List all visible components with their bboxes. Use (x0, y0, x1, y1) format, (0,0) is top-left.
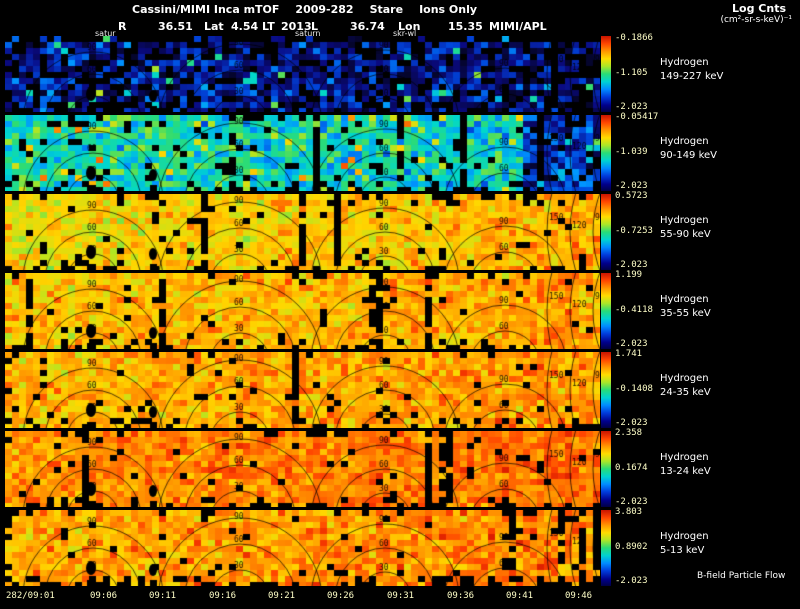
species-label-block: Hydrogen 24-35 keV (660, 372, 711, 400)
colorbar (601, 115, 611, 191)
spectrogram-heatmap (5, 36, 600, 112)
spectrogram-panel: 0.5723 -0.7253 -2.023 Hydrogen 55-90 keV (0, 191, 800, 270)
spectrogram-panel: 1.199 -0.4118 -2.023 Hydrogen 35-55 keV (0, 270, 800, 349)
colorbar-max-label: 1.199 (615, 270, 643, 280)
colorbar-mid-label: -1.105 (615, 68, 648, 78)
eph-lat-value: 4.54 (231, 20, 259, 33)
colorbar-mid-label: 0.1674 (615, 463, 648, 473)
colorbar (601, 273, 611, 349)
title-date: 2009-282 (295, 3, 354, 16)
colorbar-title: Log Cnts (732, 2, 786, 15)
colorbar-min-label: -2.023 (615, 339, 648, 349)
spectrogram-panel: -0.05417 -1.039 -2.023 Hydrogen 90-149 k… (0, 112, 800, 191)
eph-lon-label: Lon (398, 20, 421, 33)
eph-l-label: L (311, 20, 319, 33)
time-tick: 09:21 (268, 591, 296, 601)
colorbar-units: (cm²-sr-s-keV)⁻¹ (720, 15, 792, 25)
colorbar-mid-label: -0.1408 (615, 384, 653, 394)
species-label-block: Hydrogen 13-24 keV (660, 451, 711, 479)
time-tick: 09:31 (387, 591, 415, 601)
species-name: Hydrogen (660, 215, 709, 226)
species-label-block: Hydrogen 149-227 keV (660, 56, 723, 84)
species-name: Hydrogen (660, 136, 709, 147)
energy-range: 55-90 keV (660, 229, 711, 240)
spectrogram-panel: 3.803 0.8902 -2.023 Hydrogen 5-13 keV (0, 507, 800, 586)
colorbar-min-label: -2.023 (615, 102, 648, 112)
eph-lon-value: 15.35 (448, 20, 483, 33)
bfield-flow-note: B-field Particle Flow (697, 571, 786, 581)
spectrogram-heatmap (5, 352, 600, 428)
time-tick: 09:46 (565, 591, 593, 601)
species-name: Hydrogen (660, 452, 709, 463)
time-tick: 09:36 (447, 591, 475, 601)
species-label-block: Hydrogen 55-90 keV (660, 214, 711, 242)
eph-r-value: 36.51 (158, 20, 193, 33)
colorbar-max-label: 0.5723 (615, 191, 648, 201)
eph-r-label: R (118, 20, 127, 33)
energy-range: 35-55 keV (660, 308, 711, 319)
species-name: Hydrogen (660, 373, 709, 384)
colorbar (601, 352, 611, 428)
colorbar (601, 431, 611, 507)
colorbar (601, 36, 611, 112)
colorbar-min-label: -2.023 (615, 260, 648, 270)
spectrogram-heatmap (5, 431, 600, 507)
species-name: Hydrogen (660, 294, 709, 305)
species-name: Hydrogen (660, 531, 709, 542)
spectrogram-heatmap (5, 510, 600, 586)
time-tick: 09:11 (149, 591, 177, 601)
colorbar-max-label: -0.05417 (615, 112, 659, 122)
title-mode: Stare (369, 3, 404, 16)
time-tick: 09:16 (209, 591, 237, 601)
species-label-block: Hydrogen 5-13 keV (660, 530, 709, 558)
title-instrument: Cassini/MIMI Inca mTOF (132, 3, 280, 16)
colorbar-max-label: 1.741 (615, 349, 643, 359)
eph-lt-label: LT (262, 20, 275, 33)
colorbar-max-label: -0.1866 (615, 33, 653, 43)
colorbar-mid-label: 0.8902 (615, 542, 648, 552)
time-axis: 282/09:01 09:06 09:11 09:16 09:21 09:26 … (0, 591, 800, 605)
credit-label: MIMI/APL (489, 20, 547, 33)
colorbar (601, 510, 611, 586)
colorbar-mid-label: -1.039 (615, 147, 648, 157)
title-filter: Ions Only (419, 3, 478, 16)
colorbar-min-label: -2.023 (615, 576, 648, 586)
annotation-skr: skr-wl (393, 29, 417, 38)
colorbar-min-label: -2.023 (615, 181, 648, 191)
colorbar-mid-label: -0.4118 (615, 305, 653, 315)
time-tick: 282/09:01 (6, 591, 55, 601)
colorbar-max-label: 2.358 (615, 428, 643, 438)
energy-range: 24-35 keV (660, 387, 711, 398)
colorbar (601, 194, 611, 270)
eph-lat-label: Lat (204, 20, 224, 33)
ephemeris-line: R 36.51 Lat 4.54 LT 2013 L 36.74 Lon 15.… (0, 20, 800, 33)
time-tick: 09:26 (327, 591, 355, 601)
eph-l-value: 36.74 (350, 20, 385, 33)
annotation-satur: satur (95, 29, 116, 38)
page-title: Cassini/MIMI Inca mTOF 2009-282 Stare Ions … (132, 3, 493, 16)
energy-range: 149-227 keV (660, 71, 724, 82)
colorbar-max-label: 3.803 (615, 507, 643, 517)
spectrogram-panel: 1.741 -0.1408 -2.023 Hydrogen 24-35 keV (0, 349, 800, 428)
colorbar-mid-label: -0.7253 (615, 226, 653, 236)
spectrogram-heatmap (5, 115, 600, 191)
species-name: Hydrogen (660, 57, 709, 68)
spectrogram-panel: -0.1866 -1.105 -2.023 Hydrogen 149-227 k… (0, 33, 800, 112)
species-label-block: Hydrogen 90-149 keV (660, 135, 717, 163)
colorbar-min-label: -2.023 (615, 497, 648, 507)
spectrogram-heatmap (5, 273, 600, 349)
energy-range: 90-149 keV (660, 150, 718, 161)
time-tick: 09:41 (506, 591, 534, 601)
annotation-saturn: saturn (295, 29, 321, 38)
spectrogram-heatmap (5, 194, 600, 270)
eph-lt-value: 2013 (281, 20, 312, 33)
colorbar-min-label: -2.023 (615, 418, 648, 428)
energy-range: 13-24 keV (660, 466, 711, 477)
energy-range: 5-13 keV (660, 545, 705, 556)
spectrogram-panel: 2.358 0.1674 -2.023 Hydrogen 13-24 keV (0, 428, 800, 507)
time-tick: 09:06 (90, 591, 118, 601)
species-label-block: Hydrogen 35-55 keV (660, 293, 711, 321)
